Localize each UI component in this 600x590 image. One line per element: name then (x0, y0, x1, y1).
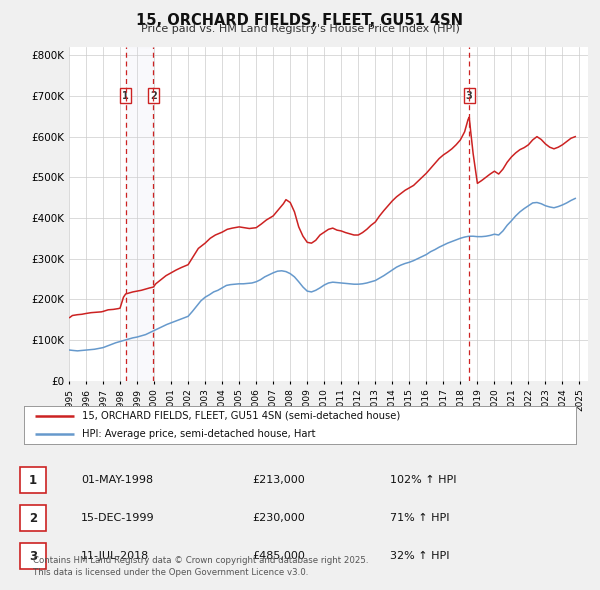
Text: 15-DEC-1999: 15-DEC-1999 (81, 513, 155, 523)
Text: 1: 1 (29, 474, 37, 487)
Text: £213,000: £213,000 (252, 475, 305, 485)
Text: 3: 3 (29, 549, 37, 562)
Text: Contains HM Land Registry data © Crown copyright and database right 2025.
This d: Contains HM Land Registry data © Crown c… (33, 556, 368, 577)
Text: 71% ↑ HPI: 71% ↑ HPI (390, 513, 449, 523)
Text: 1: 1 (122, 90, 129, 100)
Text: 2: 2 (150, 90, 157, 100)
Text: 11-JUL-2018: 11-JUL-2018 (81, 551, 149, 561)
Text: 3: 3 (466, 90, 473, 100)
Text: 15, ORCHARD FIELDS, FLEET, GU51 4SN: 15, ORCHARD FIELDS, FLEET, GU51 4SN (137, 12, 464, 28)
Text: Price paid vs. HM Land Registry's House Price Index (HPI): Price paid vs. HM Land Registry's House … (140, 25, 460, 34)
Text: 32% ↑ HPI: 32% ↑ HPI (390, 551, 449, 561)
Text: 01-MAY-1998: 01-MAY-1998 (81, 475, 153, 485)
Text: 102% ↑ HPI: 102% ↑ HPI (390, 475, 457, 485)
Text: 2: 2 (29, 512, 37, 525)
Text: HPI: Average price, semi-detached house, Hart: HPI: Average price, semi-detached house,… (82, 430, 316, 440)
Text: £230,000: £230,000 (252, 513, 305, 523)
Text: 15, ORCHARD FIELDS, FLEET, GU51 4SN (semi-detached house): 15, ORCHARD FIELDS, FLEET, GU51 4SN (sem… (82, 411, 400, 421)
Text: £485,000: £485,000 (252, 551, 305, 561)
Bar (125, 47, 154, 381)
